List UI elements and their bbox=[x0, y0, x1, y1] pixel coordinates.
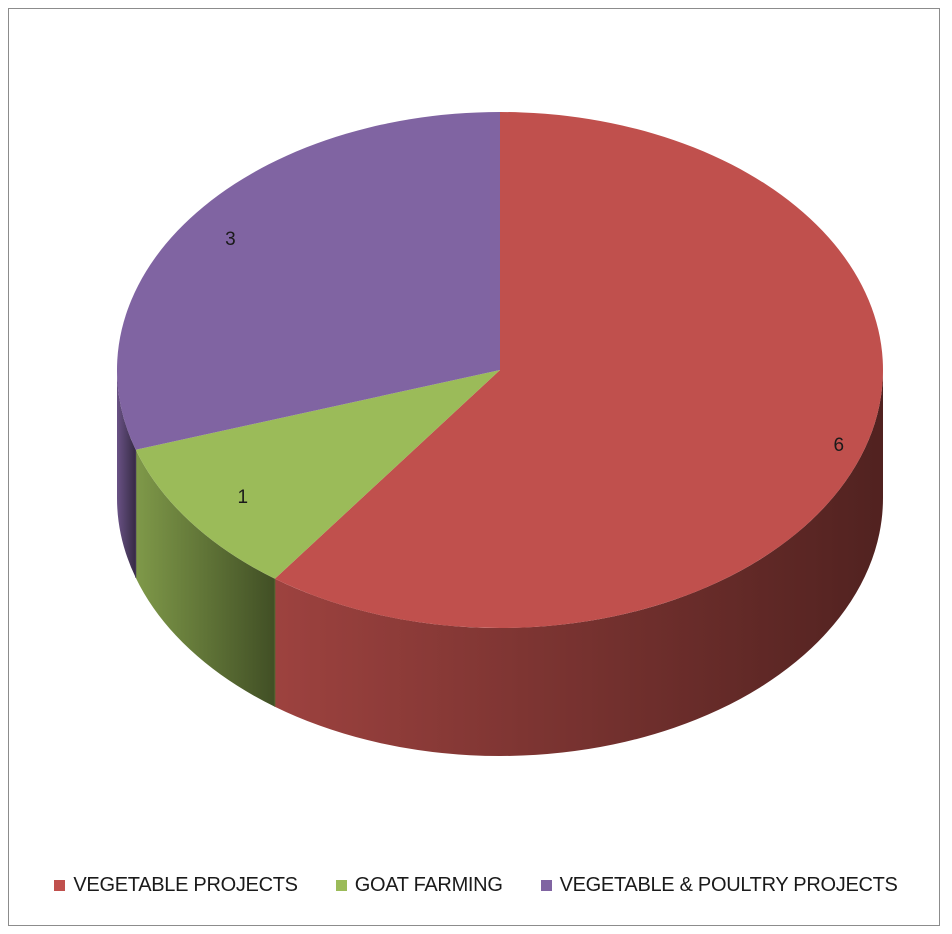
legend-swatch bbox=[54, 880, 66, 891]
data-label-1: 1 bbox=[238, 487, 249, 508]
pie-slice-2 bbox=[116, 112, 501, 450]
data-label-0: 6 bbox=[833, 435, 844, 456]
legend-swatch bbox=[540, 880, 552, 891]
legend-label: GOAT FARMING bbox=[354, 874, 503, 896]
legend-label: VEGETABLE PROJECTS bbox=[73, 874, 298, 896]
data-label-2: 3 bbox=[225, 229, 236, 250]
legend: VEGETABLE PROJECTS GOAT FARMING VEGETABL… bbox=[0, 874, 952, 897]
legend-swatch bbox=[335, 880, 347, 891]
pie-tops bbox=[116, 112, 883, 628]
legend-item-vegetable-poultry-projects: VEGETABLE & POULTRY PROJECTS bbox=[540, 874, 898, 897]
pie-side-1 bbox=[135, 449, 275, 707]
legend-item-goat-farming: GOAT FARMING bbox=[335, 874, 503, 897]
pie-slice-1 bbox=[135, 370, 500, 579]
pie-side-2 bbox=[117, 370, 136, 578]
legend-item-vegetable-projects: VEGETABLE PROJECTS bbox=[54, 874, 298, 897]
pie-sides bbox=[117, 370, 883, 757]
pie-slice-0 bbox=[274, 112, 883, 628]
pie-data-labels: 6 1 3 bbox=[225, 229, 844, 508]
legend-label: VEGETABLE & POULTRY PROJECTS bbox=[559, 874, 898, 896]
pie-side-0 bbox=[274, 370, 883, 757]
